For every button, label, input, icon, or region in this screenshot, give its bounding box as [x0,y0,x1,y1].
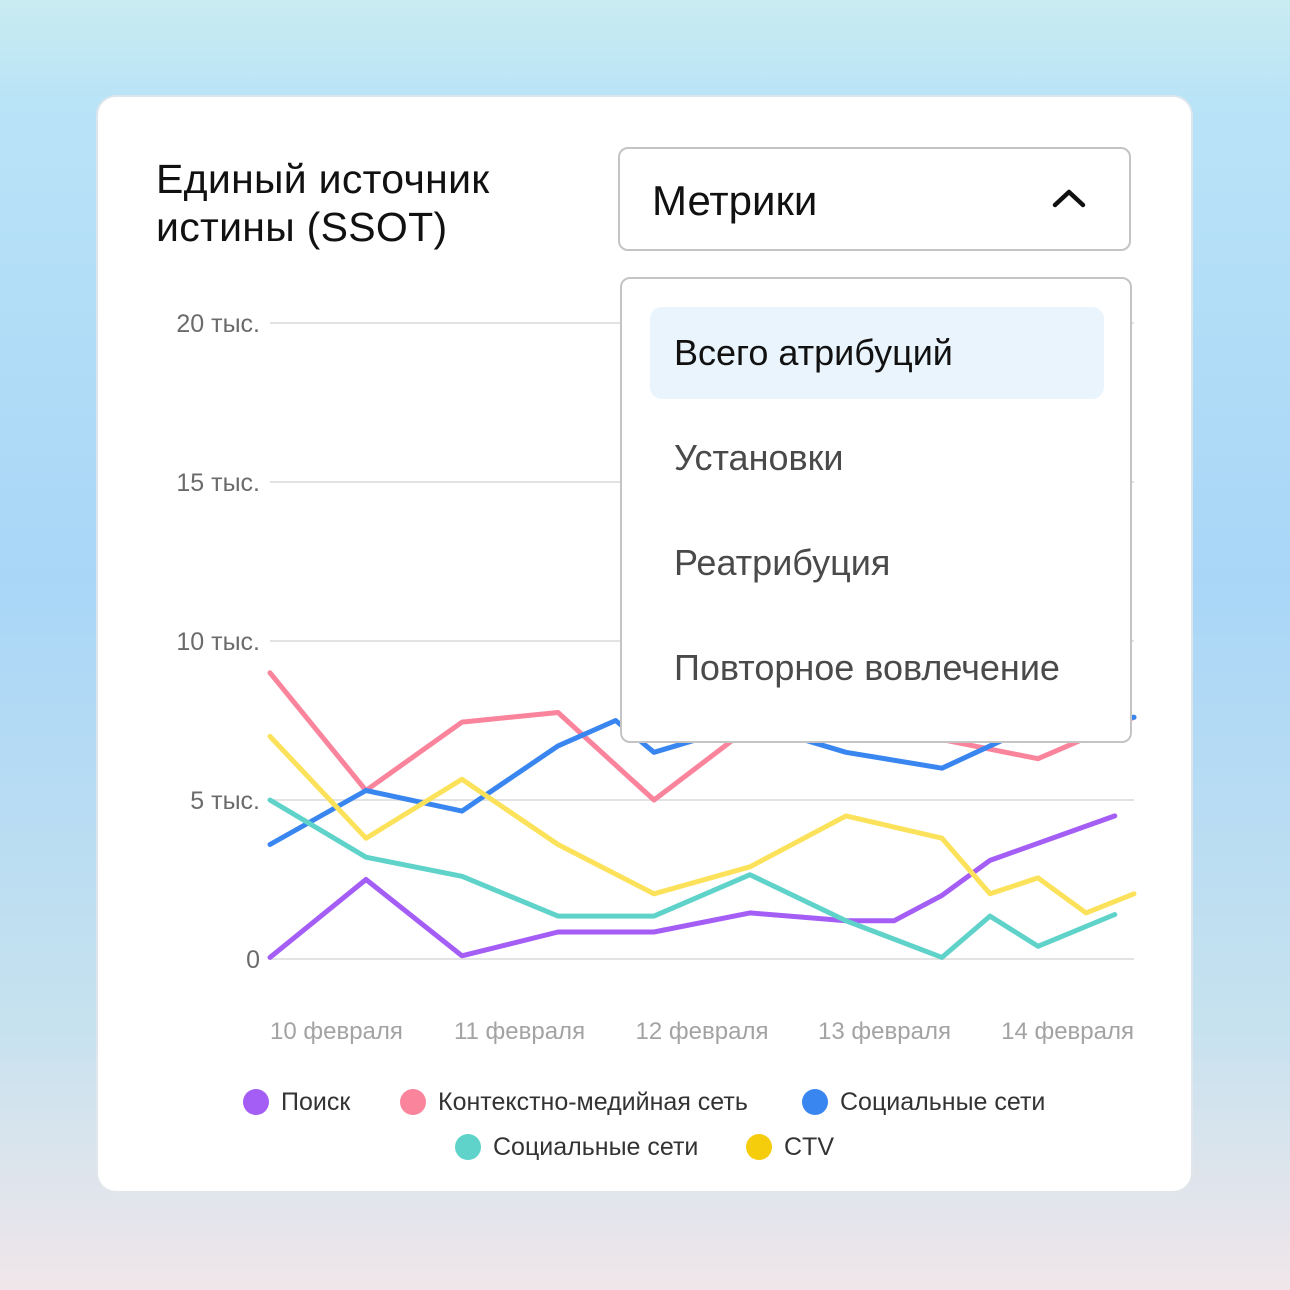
y-tick-label: 5 тыс. [190,787,260,815]
series-line-4 [267,733,1137,916]
option-reengagement[interactable]: Повторное вовлечение [650,622,1104,714]
legend-swatch [400,1089,426,1115]
legend-item-ctv[interactable]: CTV [746,1132,834,1162]
legend-item-display-network[interactable]: Контекстно-медийная сеть [400,1087,748,1117]
x-tick-label: 12 февраля [636,1018,769,1045]
legend-swatch [746,1134,772,1160]
metrics-dropdown[interactable]: Метрики [618,147,1131,251]
legend-swatch [243,1089,269,1115]
legend-label: Контекстно-медийная сеть [438,1087,748,1116]
line-chart: 05 тыс.10 тыс.15 тыс.20 тыс. 10 февраля 1… [176,310,1137,1045]
metrics-dropdown-menu: Всего атрибуций Установки Реатрибуция По… [620,277,1132,743]
option-total-attributions[interactable]: Всего атрибуций [650,307,1104,399]
legend-label: CTV [784,1132,834,1161]
legend-label: Социальные сети [840,1087,1046,1116]
option-label: Реатрибуция [674,542,891,583]
option-label: Установки [674,437,844,478]
x-tick-label: 11 февраля [454,1018,585,1045]
x-tick-label: 13 февраля [818,1018,951,1045]
option-label: Повторное вовлечение [674,647,1060,688]
legend-item-social-networks-blue[interactable]: Социальные сети [802,1087,1045,1117]
metrics-dropdown-label: Метрики [652,177,818,224]
legend-swatch [455,1134,481,1160]
x-tick-label: 10 февраля [270,1018,403,1045]
legend-label: Поиск [281,1087,351,1116]
y-tick-label: 0 [246,946,260,974]
legend-item-search[interactable]: Поиск [243,1087,350,1117]
y-tick-label: 20 тыс. [176,310,260,338]
series-line-0 [267,813,1118,960]
chart-title: Единый источник истины (SSOT) [156,156,490,250]
option-installs[interactable]: Установки [650,412,1104,504]
series-lines [267,670,1137,960]
series-line-3 [267,797,1118,960]
legend-label: Социальные сети [493,1132,699,1161]
legend-item-social-networks-teal[interactable]: Социальные сети [455,1132,698,1162]
series-line-2 [267,714,1137,847]
y-axis: 0 5 тыс. 10 тыс. 15 тыс. 20 тыс. [176,310,260,974]
legend-swatch [802,1089,828,1115]
x-axis: 10 февраля 11 февраля 12 февраля 13 февраля… [270,1018,1134,1045]
y-tick-label: 15 тыс. [176,469,260,497]
x-tick-label: 14 февраля [1001,1018,1134,1045]
option-label: Всего атрибуций [674,332,953,373]
option-reattribution[interactable]: Реатрибуция [650,517,1104,609]
y-tick-label: 10 тыс. [176,628,260,656]
chart-card: Единый источник истины (SSOT) 0 5 тыс. 10 … [98,97,1191,1191]
series-line-1 [267,670,1137,803]
chevron-up-icon [1052,189,1086,208]
